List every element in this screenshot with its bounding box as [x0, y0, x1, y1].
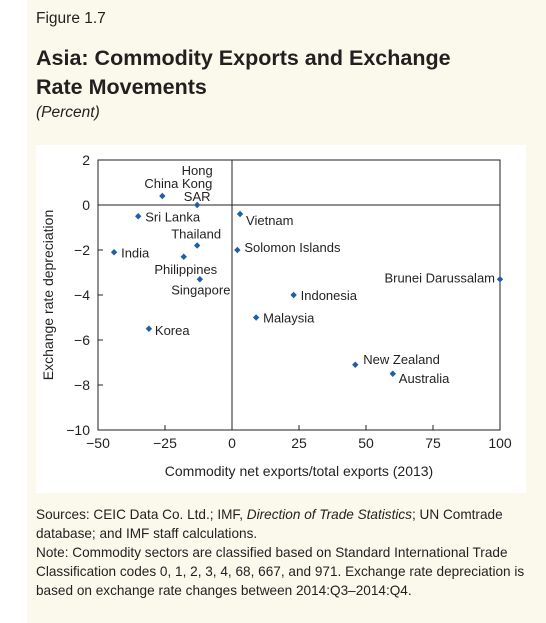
data-point-label: Korea [155, 323, 190, 338]
data-point [389, 370, 396, 377]
data-point-label: Singapore [171, 282, 230, 297]
data-point-label: Sri Lanka [145, 209, 201, 224]
data-point [193, 242, 201, 249]
data-point-label: Malaysia [263, 311, 315, 326]
x-tick-label: 100 [488, 435, 512, 451]
data-point [352, 361, 359, 368]
data-point-label: New Zealand [363, 352, 440, 367]
y-tick-label: 0 [82, 197, 90, 213]
y-tick-label: −2 [74, 242, 90, 258]
data-point [110, 249, 118, 256]
data-point [252, 314, 260, 321]
data-point-label: Thailand [171, 227, 221, 242]
data-point [180, 253, 187, 260]
data-point-label: India [121, 245, 150, 260]
y-tick-label: −8 [74, 377, 90, 393]
data-point-label: Solomon Islands [244, 240, 341, 255]
y-axis-title: Exchange rate depreciation [40, 210, 56, 380]
x-tick-label: −25 [153, 435, 177, 451]
x-tick-label: 25 [291, 435, 307, 451]
x-tick-label: −50 [86, 435, 110, 451]
y-tick-label: −4 [74, 287, 90, 303]
figure-label: Figure 1.7 [36, 10, 106, 27]
y-tick-label: −6 [74, 332, 90, 348]
note-text: Note: Commodity sectors are classified b… [36, 545, 525, 598]
plot-background [36, 145, 526, 493]
figure-title-line-1: Asia: Commodity Exports and Exchange [36, 46, 451, 70]
y-tick-label: 2 [82, 152, 90, 168]
data-point [193, 201, 201, 209]
data-point-label: Philippines [154, 262, 217, 277]
data-point [290, 291, 297, 299]
data-point-label: Australia [399, 371, 450, 386]
data-point [159, 192, 166, 200]
x-axis-title: Commodity net exports/total exports (201… [165, 463, 433, 479]
data-point-label: China [144, 176, 179, 191]
data-point [496, 276, 504, 283]
data-point [145, 325, 153, 332]
data-point-label: Indonesia [301, 288, 358, 303]
sources-italic: Direction of Trade Statistics [246, 507, 412, 522]
data-point [234, 246, 241, 254]
data-point-label: SAR [184, 189, 211, 204]
data-point-label: Kong [182, 176, 212, 191]
plot-frame [97, 159, 501, 431]
x-tick-label: 50 [358, 435, 374, 451]
data-point [135, 213, 142, 220]
figure-title: Asia: Commodity Exports and Exchange Rat… [36, 44, 526, 102]
data-point [236, 210, 244, 218]
data-point-label: Hong [182, 163, 213, 178]
data-point [196, 276, 204, 283]
figure-subtitle: (Percent) [36, 104, 100, 121]
sources-prefix: Sources: CEIC Data Co. Ltd.; IMF, [36, 507, 247, 522]
y-tick-label: −10 [66, 422, 90, 438]
x-tick-label: 0 [228, 435, 236, 451]
sources-suffix: ; UN Comtrade database; and IMF staff ca… [36, 507, 503, 541]
figure-title-line-2: Rate Movements [36, 75, 207, 99]
data-point-label: Brunei Darussalam [384, 270, 495, 285]
data-point-label: Vietnam [246, 213, 293, 228]
x-tick-label: 75 [425, 435, 441, 451]
sources-text: Sources: CEIC Data Co. Ltd.; IMF, Direct… [36, 505, 531, 543]
figure-notes: Sources: CEIC Data Co. Ltd.; IMF, Direct… [36, 505, 531, 600]
